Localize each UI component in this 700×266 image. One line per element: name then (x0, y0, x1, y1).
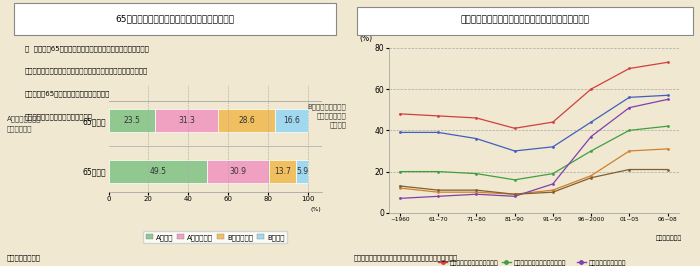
Text: B．高齢期のニーズ
に合わせて住み
替えたい: B．高齢期のニーズ に合わせて住み 替えたい (308, 103, 346, 128)
Bar (108, 160, 207, 183)
FancyBboxPatch shape (357, 7, 693, 35)
Text: 16.6: 16.6 (283, 116, 300, 125)
Text: 13.7: 13.7 (274, 167, 291, 176)
Text: 30.9: 30.9 (230, 167, 246, 176)
Text: (%): (%) (310, 207, 321, 212)
Bar (275, 109, 308, 132)
Bar (155, 109, 218, 132)
Text: (%): (%) (360, 34, 372, 43)
Bar (296, 160, 308, 183)
Text: 次の項目のうち、あなたの考え方に当てはまるものはどれで: 次の項目のうち、あなたの考え方に当てはまるものはどれで (25, 68, 148, 74)
Text: 28.6: 28.6 (238, 116, 255, 125)
Text: はまるものをお答えください。: はまるものをお答えください。 (25, 113, 92, 120)
Text: 49.5: 49.5 (149, 167, 167, 176)
Text: 資料）国土交通省: 資料）国土交通省 (7, 254, 41, 261)
Legend: 高齢者等のための設備がある, うち、手すりがある, うち、またぎやすい高さの浴槽, うち、廊下などが車いすで通行可能, うち、段差のない屋内, うち、道路から玄: 高齢者等のための設備がある, うち、手すりがある, うち、またぎやすい高さの浴槽… (437, 259, 631, 266)
Text: すか。65歳以上の方は、理想のライフスタイルとしてあて: すか。65歳以上の方は、理想のライフスタイルとしてあて (25, 90, 148, 97)
Bar (218, 109, 275, 132)
Text: 31.3: 31.3 (178, 116, 195, 125)
Text: （建築の時期）: （建築の時期） (656, 236, 682, 242)
Bar (269, 160, 296, 183)
Bar (207, 160, 269, 183)
Bar (108, 109, 155, 132)
Text: 住宅における高齢者等のための設備（建築の時期別）: 住宅における高齢者等のための設備（建築の時期別） (461, 15, 589, 24)
Text: 資料）総務省「住宅・土地統計調査」より国土交通省作成: 資料）総務省「住宅・土地統計調査」より国土交通省作成 (354, 254, 458, 261)
Legend: Aに近い, Aにやや近い, Bにやや近い, Bに近い: Aに近い, Aにやや近い, Bにやや近い, Bに近い (144, 231, 287, 243)
Text: 5.9: 5.9 (296, 167, 308, 176)
Text: 23.5: 23.5 (123, 116, 141, 125)
Text: 問  あなたが65歳以上になったときのライフスタイルとして、: 問 あなたが65歳以上になったときのライフスタイルとして、 (25, 45, 148, 52)
Text: A．現在の自宅に
住み続けたい: A．現在の自宅に 住み続けたい (7, 116, 41, 132)
FancyBboxPatch shape (14, 3, 336, 35)
Text: 65歳以上になったときの住まいに対する考え方: 65歳以上になったときの住まいに対する考え方 (116, 14, 234, 23)
